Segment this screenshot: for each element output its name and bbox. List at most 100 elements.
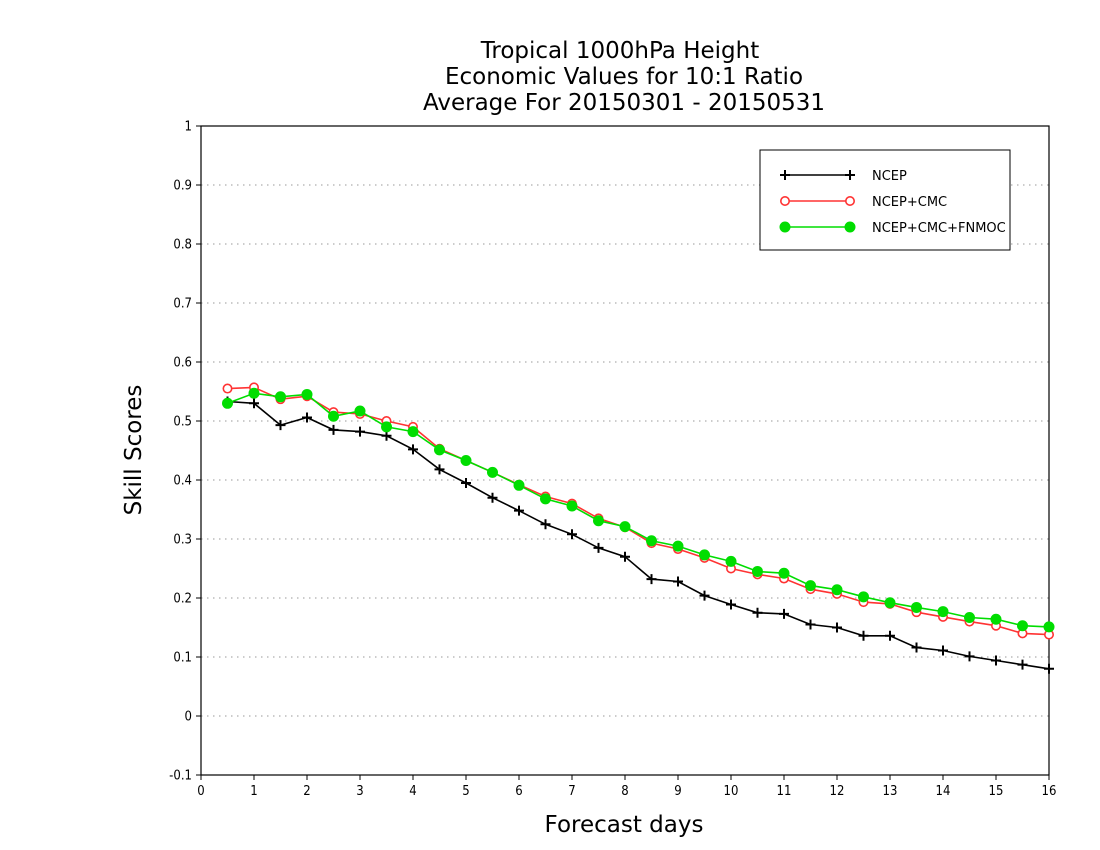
series-lines (222, 382, 1055, 674)
series-line (227, 386, 1050, 636)
x-tick-label: 3 (356, 784, 363, 799)
data-point-marker (593, 515, 604, 527)
data-point-marker (381, 430, 392, 441)
data-point-marker (619, 521, 631, 533)
data-point-marker (805, 619, 816, 630)
data-point-marker (673, 576, 683, 587)
data-point-marker (354, 405, 366, 417)
data-point-marker (461, 477, 471, 488)
series-ncep-cmc-fnmoc (222, 387, 1055, 633)
x-tick-label: 9 (674, 784, 681, 799)
legend-label: NCEP (872, 169, 907, 184)
data-point-marker (845, 170, 855, 180)
y-tick-label: 0 (185, 710, 192, 725)
data-point-marker (752, 565, 763, 577)
data-point-marker (487, 466, 498, 478)
legend-box (759, 149, 1011, 251)
legend-label: NCEP+CMC (872, 195, 947, 210)
data-point-marker (301, 388, 313, 400)
legend-item-ncep-cmc: NCEP+CMC (779, 195, 947, 210)
x-tick-label: 8 (621, 784, 628, 799)
data-point-marker (381, 421, 392, 433)
data-point-marker (780, 170, 790, 180)
data-point-marker (275, 420, 286, 431)
gridlines (201, 184, 1049, 717)
y-axis-title: Skill Scores (121, 385, 147, 516)
data-point-marker (1043, 621, 1055, 633)
data-point-marker (355, 426, 365, 437)
x-tick-label: 15 (989, 784, 1004, 799)
data-point-marker (885, 630, 895, 641)
data-point-marker (302, 412, 312, 423)
series-ncep (222, 396, 1054, 674)
x-tick-label: 13 (883, 784, 898, 799)
data-point-marker (991, 655, 1001, 666)
data-point-marker (249, 398, 259, 409)
data-point-marker (699, 590, 710, 601)
y-tick-label: 0.3 (173, 533, 192, 548)
data-point-marker (911, 642, 922, 653)
data-point-marker (487, 492, 498, 503)
data-point-marker (964, 651, 975, 662)
data-point-marker (844, 221, 856, 233)
title-line-1: Tropical 1000hPa Height (480, 38, 760, 64)
series-line (227, 392, 1050, 628)
data-point-marker (328, 424, 339, 435)
data-point-marker (460, 455, 472, 467)
y-tick-label: 0.5 (173, 415, 192, 430)
y-tick-label: 0.9 (173, 179, 192, 194)
data-point-marker (408, 444, 418, 455)
data-point-marker (513, 479, 525, 491)
x-tick-label: 5 (462, 784, 469, 799)
data-point-marker (844, 196, 855, 207)
data-point-marker (407, 426, 419, 438)
y-tick-label: 0.1 (173, 651, 192, 666)
data-point-marker (328, 410, 339, 422)
data-point-marker (990, 613, 1002, 625)
data-point-marker (938, 645, 948, 656)
data-point-marker (779, 608, 789, 619)
data-point-marker (593, 542, 604, 553)
y-tick-label: 0.6 (173, 356, 192, 371)
x-tick-label: 12 (830, 784, 845, 799)
data-point-marker (725, 555, 737, 567)
data-point-marker (222, 397, 233, 409)
x-tick-label: 2 (303, 784, 310, 799)
legend-item-ncep-cmc-fnmoc: NCEP+CMC+FNMOC (779, 221, 1006, 236)
data-point-marker (937, 606, 949, 618)
axis-ticks: -0.100.10.20.30.40.50.60.70.80.910 1 2 3 4 5 6… (169, 120, 1056, 800)
data-point-marker (248, 387, 260, 399)
data-point-marker (222, 383, 233, 394)
x-axis-title: Forecast days (545, 812, 704, 838)
x-tick-label: 7 (568, 784, 575, 799)
data-point-marker (831, 584, 843, 596)
data-point-marker (832, 622, 842, 633)
data-point-marker (779, 196, 790, 207)
x-tick-label: 1 (250, 784, 257, 799)
data-point-marker (752, 607, 763, 618)
x-tick-label: 11 (777, 784, 792, 799)
x-tick-label: 10 (724, 784, 739, 799)
data-point-marker (858, 591, 869, 603)
data-point-marker (567, 529, 577, 540)
title-line-2: Economic Values for 10:1 Ratio (445, 64, 803, 90)
data-point-marker (964, 611, 975, 623)
data-point-marker (805, 580, 816, 592)
legend: NCEP NCEP+CMC NCEP+CMC+FNMOC (759, 149, 1011, 251)
x-tick-label: 16 (1042, 784, 1057, 799)
x-tick-label: 0 (197, 784, 204, 799)
y-tick-label: 1 (185, 120, 192, 135)
x-tick-label: 4 (409, 784, 416, 799)
data-point-marker (699, 549, 710, 561)
y-tick-label: 0.2 (173, 592, 192, 607)
data-point-marker (858, 630, 869, 641)
legend-items: NCEP NCEP+CMC NCEP+CMC+FNMOC (779, 169, 1006, 236)
data-point-marker (540, 519, 551, 530)
data-point-marker (778, 567, 790, 579)
y-tick-label: 0.4 (173, 474, 192, 489)
x-tick-label: 6 (515, 784, 522, 799)
data-point-marker (1017, 620, 1028, 632)
data-point-marker (434, 464, 445, 475)
series-ncep-cmc (222, 382, 1055, 640)
